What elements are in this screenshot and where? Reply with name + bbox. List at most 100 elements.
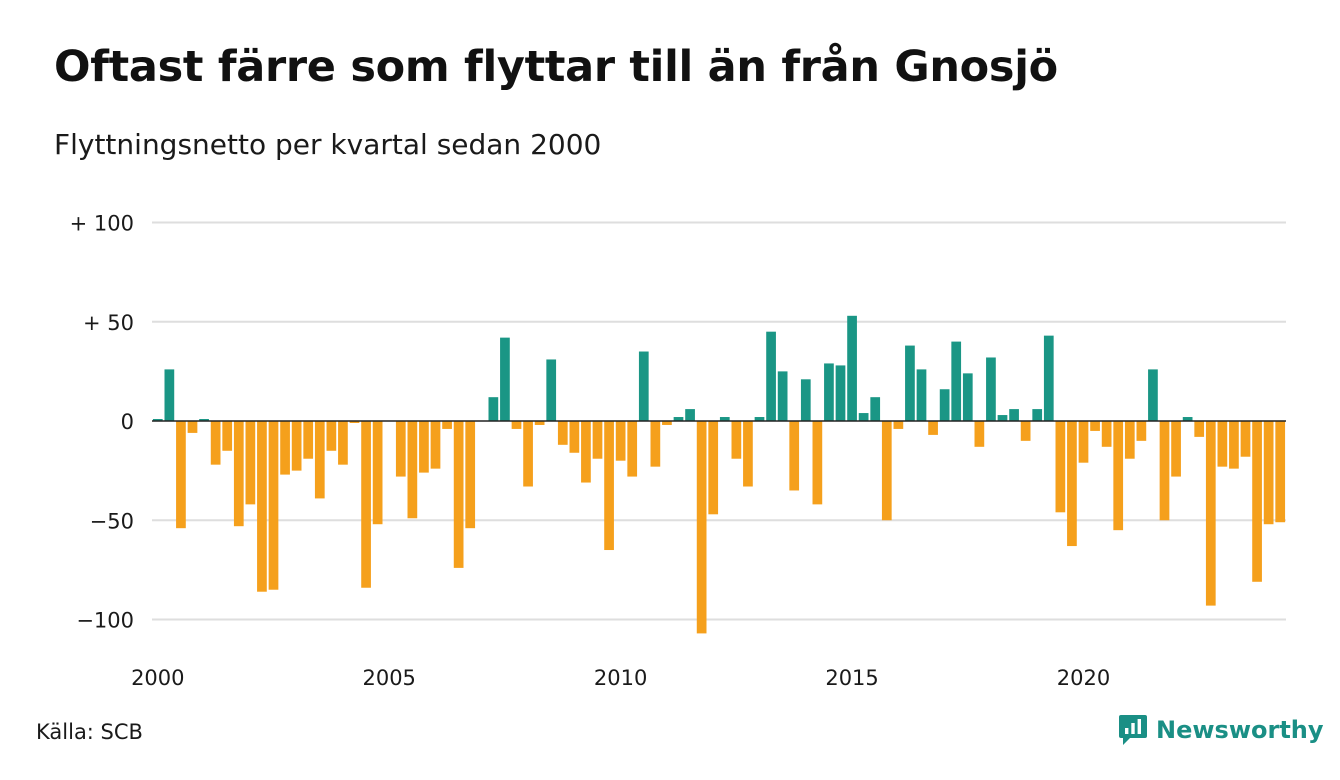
bar bbox=[685, 409, 695, 421]
y-tick-label: 0 bbox=[121, 410, 134, 434]
y-tick-label: −50 bbox=[90, 509, 134, 533]
bar bbox=[986, 357, 996, 421]
bar bbox=[314, 421, 325, 499]
bar bbox=[800, 379, 811, 421]
bar bbox=[997, 415, 1008, 422]
bar bbox=[812, 421, 823, 505]
bar bbox=[743, 421, 753, 487]
bar bbox=[789, 421, 800, 491]
chart-subtitle: Flyttningsnetto per kvartal sedan 2000 bbox=[54, 128, 602, 161]
bar bbox=[338, 421, 348, 465]
bar bbox=[708, 421, 719, 515]
bar bbox=[442, 421, 452, 429]
newsworthy-logo-text: Newsworthy bbox=[1156, 716, 1324, 744]
bar bbox=[222, 421, 233, 451]
bar bbox=[257, 421, 267, 592]
x-tick-label: 2000 bbox=[131, 666, 184, 690]
bar bbox=[870, 397, 881, 421]
bar bbox=[928, 421, 938, 435]
bar bbox=[372, 421, 383, 525]
bar bbox=[245, 421, 256, 505]
bar bbox=[523, 421, 533, 487]
bar bbox=[326, 421, 337, 451]
y-tick-label: −100 bbox=[76, 609, 134, 633]
chart-title: Oftast färre som flyttar till än från Gn… bbox=[54, 42, 1058, 92]
bar bbox=[1171, 421, 1181, 477]
bar bbox=[152, 419, 163, 421]
bar bbox=[199, 419, 209, 421]
bar bbox=[210, 421, 221, 465]
bar bbox=[1263, 421, 1274, 525]
bar bbox=[916, 369, 927, 421]
bar bbox=[1055, 421, 1066, 513]
x-tick-label: 2015 bbox=[825, 666, 878, 690]
bar bbox=[1205, 421, 1216, 606]
x-tick-label: 2005 bbox=[362, 666, 415, 690]
bar bbox=[881, 421, 892, 521]
bar bbox=[662, 421, 672, 425]
bar bbox=[557, 421, 568, 445]
y-tick-label: + 100 bbox=[70, 212, 134, 236]
bar bbox=[280, 421, 290, 475]
bar bbox=[615, 421, 626, 461]
bar bbox=[1159, 421, 1170, 521]
bar bbox=[453, 421, 464, 568]
bar bbox=[754, 417, 765, 421]
bar bbox=[951, 341, 962, 421]
bar bbox=[546, 359, 557, 421]
bar bbox=[1240, 421, 1251, 457]
bar bbox=[1090, 421, 1100, 431]
bar bbox=[1252, 421, 1262, 582]
bar bbox=[893, 421, 904, 429]
x-axis-ticks: 2000 2005 2010 2015 2020 bbox=[131, 666, 1110, 690]
bar bbox=[905, 345, 915, 421]
newsworthy-logo[interactable]: Newsworthy bbox=[1118, 712, 1324, 748]
bar bbox=[1020, 421, 1031, 441]
newsworthy-logo-icon bbox=[1119, 715, 1147, 745]
bar bbox=[488, 397, 499, 421]
bar bbox=[268, 421, 279, 590]
bar bbox=[627, 421, 638, 477]
bar bbox=[962, 373, 973, 421]
bar bbox=[604, 421, 614, 551]
bar bbox=[395, 421, 406, 477]
bar bbox=[465, 421, 476, 529]
bar bbox=[719, 417, 730, 421]
bar bbox=[1078, 421, 1089, 463]
bar bbox=[1032, 409, 1043, 421]
y-axis-ticks: + 100 + 50 0 −50 −100 bbox=[70, 212, 134, 633]
bar bbox=[673, 417, 684, 421]
bar bbox=[569, 421, 580, 453]
bar bbox=[1101, 421, 1112, 447]
bar bbox=[638, 351, 649, 421]
source-note: Källa: SCB bbox=[36, 720, 143, 744]
x-tick-label: 2010 bbox=[594, 666, 647, 690]
bar bbox=[1067, 421, 1077, 547]
bar bbox=[534, 421, 545, 425]
bar bbox=[1217, 421, 1228, 467]
bar bbox=[696, 421, 707, 634]
x-tick-label: 2020 bbox=[1057, 666, 1110, 690]
bar bbox=[1113, 421, 1124, 531]
bar bbox=[430, 421, 441, 469]
bar bbox=[303, 421, 314, 459]
bar bbox=[419, 421, 429, 473]
bar bbox=[1229, 421, 1239, 469]
bar bbox=[592, 421, 603, 459]
bar bbox=[407, 421, 418, 519]
bar bbox=[233, 421, 244, 527]
bars bbox=[152, 315, 1286, 634]
bar bbox=[777, 371, 788, 422]
bar bbox=[349, 421, 360, 423]
bar bbox=[650, 421, 661, 467]
bar bbox=[187, 421, 198, 433]
bar bbox=[847, 315, 857, 421]
bar bbox=[731, 421, 742, 459]
bar bbox=[1182, 417, 1193, 421]
bar bbox=[1275, 421, 1286, 523]
bar bbox=[1124, 421, 1135, 459]
bar bbox=[164, 369, 175, 421]
bar bbox=[1043, 335, 1054, 421]
bar bbox=[835, 365, 846, 421]
